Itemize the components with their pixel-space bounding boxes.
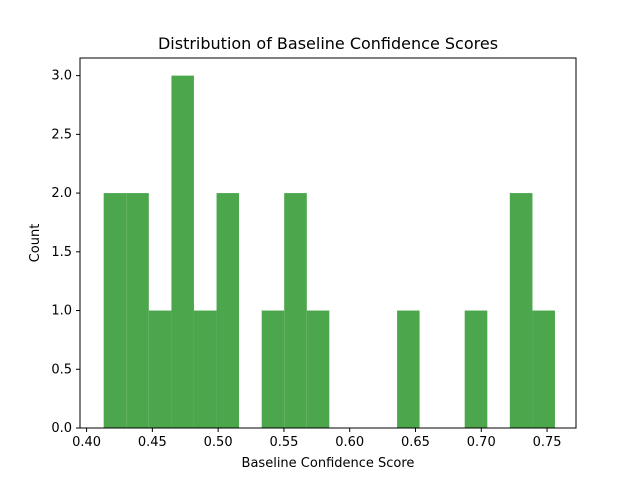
x-tick-label: 0.45	[138, 435, 167, 450]
y-tick-label: 1.0	[51, 304, 72, 319]
x-tick-label: 0.50	[204, 435, 233, 450]
y-tick-label: 0.5	[51, 362, 72, 377]
histogram-bar	[126, 193, 149, 428]
histogram-bar	[193, 310, 217, 428]
y-axis: 0.0 0.5 1.0 1.5 2.0 2.5 3.0	[51, 69, 80, 436]
y-tick-label: 2.0	[51, 186, 72, 201]
histogram-bar	[397, 310, 420, 428]
y-tick-label: 3.0	[51, 69, 72, 84]
x-axis: 0.40 0.45 0.50 0.55 0.60 0.65 0.70 0.75	[72, 428, 562, 450]
x-tick-label: 0.65	[401, 435, 430, 450]
histogram-bar	[306, 310, 330, 428]
histogram-bar	[532, 310, 555, 428]
histogram-bar	[171, 75, 194, 429]
histogram-bar	[284, 193, 307, 428]
y-tick-label: 1.5	[51, 245, 72, 260]
histogram-bar	[216, 193, 240, 428]
histogram-bar	[261, 310, 285, 428]
x-tick-label: 0.75	[533, 435, 562, 450]
x-tick-label: 0.40	[72, 435, 101, 450]
y-tick-label: 0.0	[51, 421, 72, 436]
histogram-bar	[509, 193, 533, 428]
y-tick-label: 2.5	[51, 127, 72, 142]
x-tick-label: 0.60	[335, 435, 364, 450]
histogram-bar	[103, 193, 127, 428]
x-tick-label: 0.55	[269, 435, 298, 450]
histogram-bar	[464, 310, 488, 428]
x-tick-label: 0.70	[467, 435, 496, 450]
x-axis-label: Baseline Confidence Score	[242, 456, 415, 471]
plot-frame	[79, 57, 577, 429]
chart-title: Distribution of Baseline Confidence Scor…	[158, 34, 498, 53]
bars-layer	[103, 75, 555, 429]
histogram-bar	[148, 310, 172, 428]
y-axis-label: Count	[28, 224, 43, 263]
